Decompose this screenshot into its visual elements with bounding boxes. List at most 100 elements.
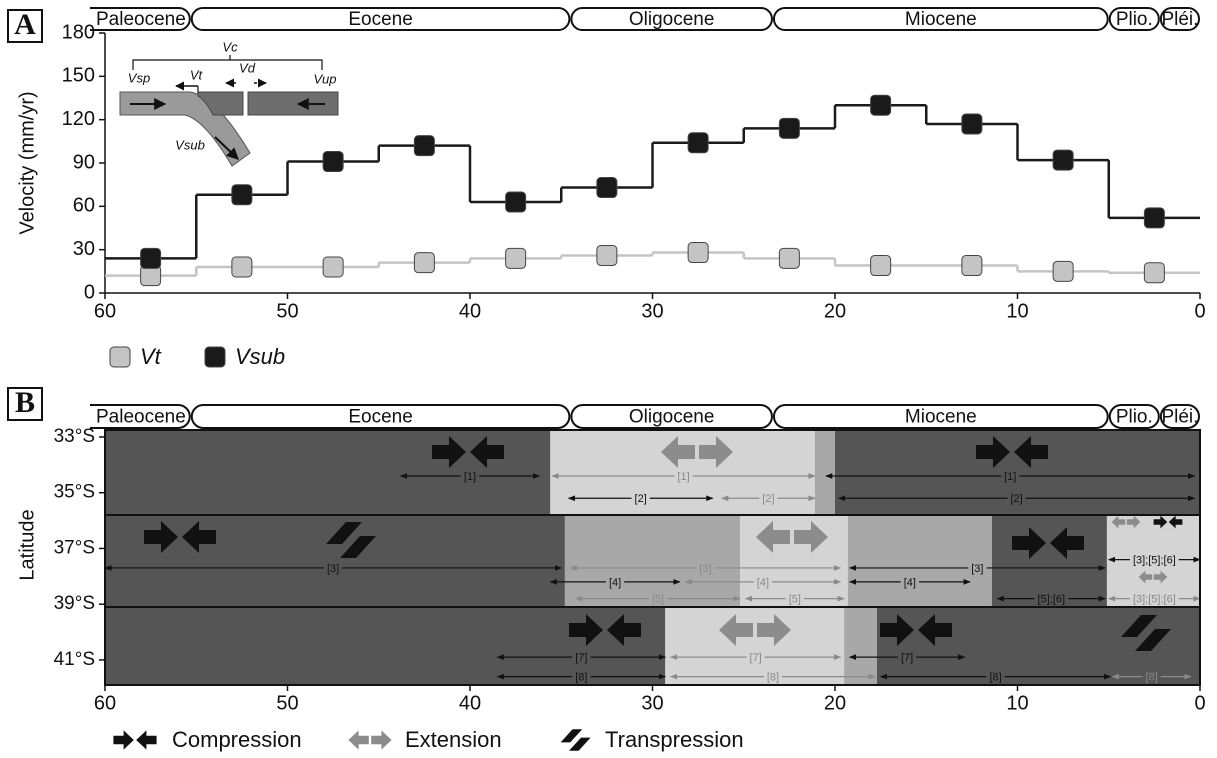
reference-label-bg [986, 669, 1005, 684]
regime-segment [847, 515, 992, 607]
y-tick-label: 35°S [54, 482, 95, 503]
y-tick-label: 90 [73, 151, 95, 173]
extension-icon [371, 730, 392, 750]
compression-icon [470, 436, 504, 468]
epoch-label: Oligocene [629, 407, 715, 428]
reference-label: [8] [1146, 672, 1158, 684]
epoch-label: Oligocene [629, 9, 715, 30]
reference-label: [5] [789, 594, 801, 606]
reference-label-bg [1129, 591, 1179, 606]
epoch-label: Plio. [1116, 407, 1153, 428]
compression-icon [976, 436, 1010, 468]
marker [322, 151, 344, 173]
reference-label: [2] [762, 493, 774, 505]
legend-swatch [109, 346, 131, 368]
legend-label: Vsub [235, 344, 285, 369]
x-tick-label: 60 [94, 692, 116, 714]
regime-segment [665, 606, 845, 685]
compression-icon [569, 614, 603, 646]
marker [505, 191, 527, 213]
marker [596, 244, 618, 266]
epoch-box [1159, 404, 1200, 429]
compression-icon [1012, 527, 1046, 559]
reference-label-bg [572, 650, 591, 665]
marker [1052, 260, 1074, 282]
y-tick-label: 0 [84, 281, 95, 303]
epoch-box [190, 404, 571, 429]
regime-icon [1121, 615, 1171, 651]
extension-icon [1138, 570, 1153, 584]
reference-label: [3];[5];[6] [1133, 594, 1176, 606]
epoch-label: Eocene [348, 9, 412, 30]
legend-label: Transpression [605, 727, 744, 752]
x-tick-label: 10 [1006, 692, 1028, 714]
marker [322, 256, 344, 278]
inset-bracket [132, 55, 323, 70]
reference-label-bg [572, 669, 591, 684]
x-tick-label: 30 [641, 692, 663, 714]
compression-icon [1014, 436, 1048, 468]
y-tick-label: 60 [73, 195, 95, 217]
epoch-label: Paleocene [96, 407, 186, 428]
inset-label: Vsp [128, 70, 150, 85]
reference-label-bg [1007, 491, 1026, 506]
marker [870, 255, 892, 277]
extension-icon [661, 436, 695, 468]
epoch-box [1108, 7, 1160, 31]
regime-icon [326, 522, 376, 558]
y-tick-label: 41°S [54, 649, 95, 670]
marker [231, 184, 253, 206]
reference-label: [7] [749, 652, 761, 664]
reference-label: [5] [652, 594, 664, 606]
reference-label: [2] [635, 493, 647, 505]
panel-letter: A [14, 8, 36, 41]
regime-icon [976, 436, 1048, 468]
x-tick-label: 0 [1194, 692, 1205, 714]
regime-segment [844, 606, 877, 685]
reference-label: [1] [677, 471, 689, 483]
reference-label: [1] [1004, 471, 1016, 483]
reference-label: [4] [757, 577, 769, 589]
regime-icon [144, 521, 216, 553]
epoch-label: Pléi. [1161, 9, 1198, 30]
regime-icon [719, 614, 791, 646]
regime-icon [1111, 515, 1141, 529]
y-axis-title: Velocity (mm/yr) [16, 91, 38, 234]
reference-label: [3] [327, 563, 339, 575]
y-tick-label: 33°S [54, 426, 95, 447]
epoch-box [772, 7, 1109, 31]
epoch-box [1108, 404, 1160, 429]
regime-icon [1153, 515, 1183, 529]
x-tick-label: 20 [824, 692, 846, 714]
epoch-label: Miocene [905, 9, 977, 30]
y-tick-label: 39°S [54, 593, 95, 614]
inset-label: Vup [314, 71, 337, 86]
marker [778, 247, 800, 269]
marker [1143, 262, 1165, 284]
epoch-box [90, 404, 191, 429]
regime-icon [880, 614, 952, 646]
inset-label: Vt [190, 67, 204, 82]
compression-icon [1153, 515, 1168, 529]
marker [961, 113, 983, 135]
compression-icon [1050, 527, 1084, 559]
reference-label-bg [785, 591, 804, 606]
epoch-box [1159, 7, 1200, 31]
regime-icon [348, 730, 392, 750]
reference-label-bg [1034, 591, 1069, 606]
x-tick-label: 0 [1194, 300, 1205, 322]
inset-diagram: Vc Vsp Vt Vd Vup Vsub [119, 39, 339, 167]
regime-icon [113, 730, 157, 750]
epoch-label: Plio. [1116, 9, 1153, 30]
epoch-label: Pléi. [1161, 407, 1198, 428]
compression-icon [1168, 515, 1183, 529]
inset-label: Vd [239, 60, 256, 75]
regime-icon [569, 614, 641, 646]
extension-icon [699, 436, 733, 468]
marker [687, 242, 709, 264]
x-tick-label: 50 [276, 692, 298, 714]
reference-label-bg [759, 491, 778, 506]
y-tick-label: 180 [62, 21, 95, 43]
extension-icon [1111, 515, 1126, 529]
